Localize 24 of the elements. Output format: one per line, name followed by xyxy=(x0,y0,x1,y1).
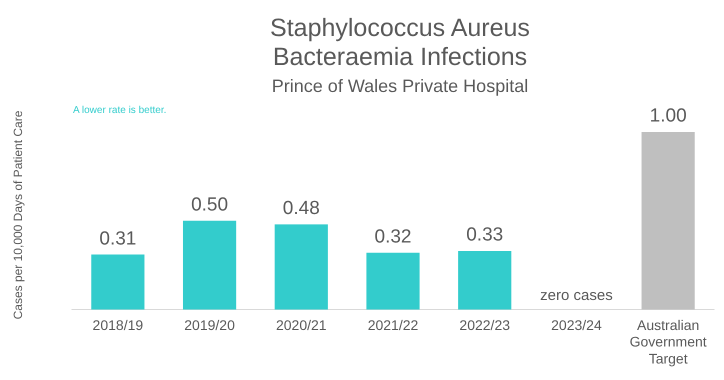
bar xyxy=(458,250,512,310)
bar xyxy=(274,224,328,310)
bar xyxy=(91,254,144,310)
text: A lower rate is better. xyxy=(73,105,166,116)
x-tick-label: 2018/19 xyxy=(92,316,144,333)
x-tick-label: 2022/23 xyxy=(459,316,510,333)
x-tick-label: 2021/22 xyxy=(368,316,419,333)
data-label: 0.50 xyxy=(191,194,228,216)
x-tick-label: 2023/24 xyxy=(551,316,602,333)
chart-title: Staphylococcus Aureus Bacteraemia Infections xyxy=(269,14,531,72)
y-axis-title: Cases per 10,000 Days of Patient Care xyxy=(11,110,25,320)
x-tick-label: 2020/21 xyxy=(276,316,327,333)
data-label: 1.00 xyxy=(650,106,687,127)
chart-subtitle: Prince of Wales Private Hospital xyxy=(270,76,530,97)
data-label: 0.33 xyxy=(466,224,504,246)
bar xyxy=(182,220,236,310)
data-label: zero cases xyxy=(540,287,613,304)
x-tick-label: Australian Government Target xyxy=(630,316,707,366)
x-tick-label: 2019/20 xyxy=(184,316,236,333)
data-label: 0.32 xyxy=(374,226,412,248)
bar xyxy=(366,252,420,310)
bar xyxy=(642,132,695,310)
data-label: 0.48 xyxy=(282,198,320,220)
data-label: 0.31 xyxy=(99,228,136,250)
